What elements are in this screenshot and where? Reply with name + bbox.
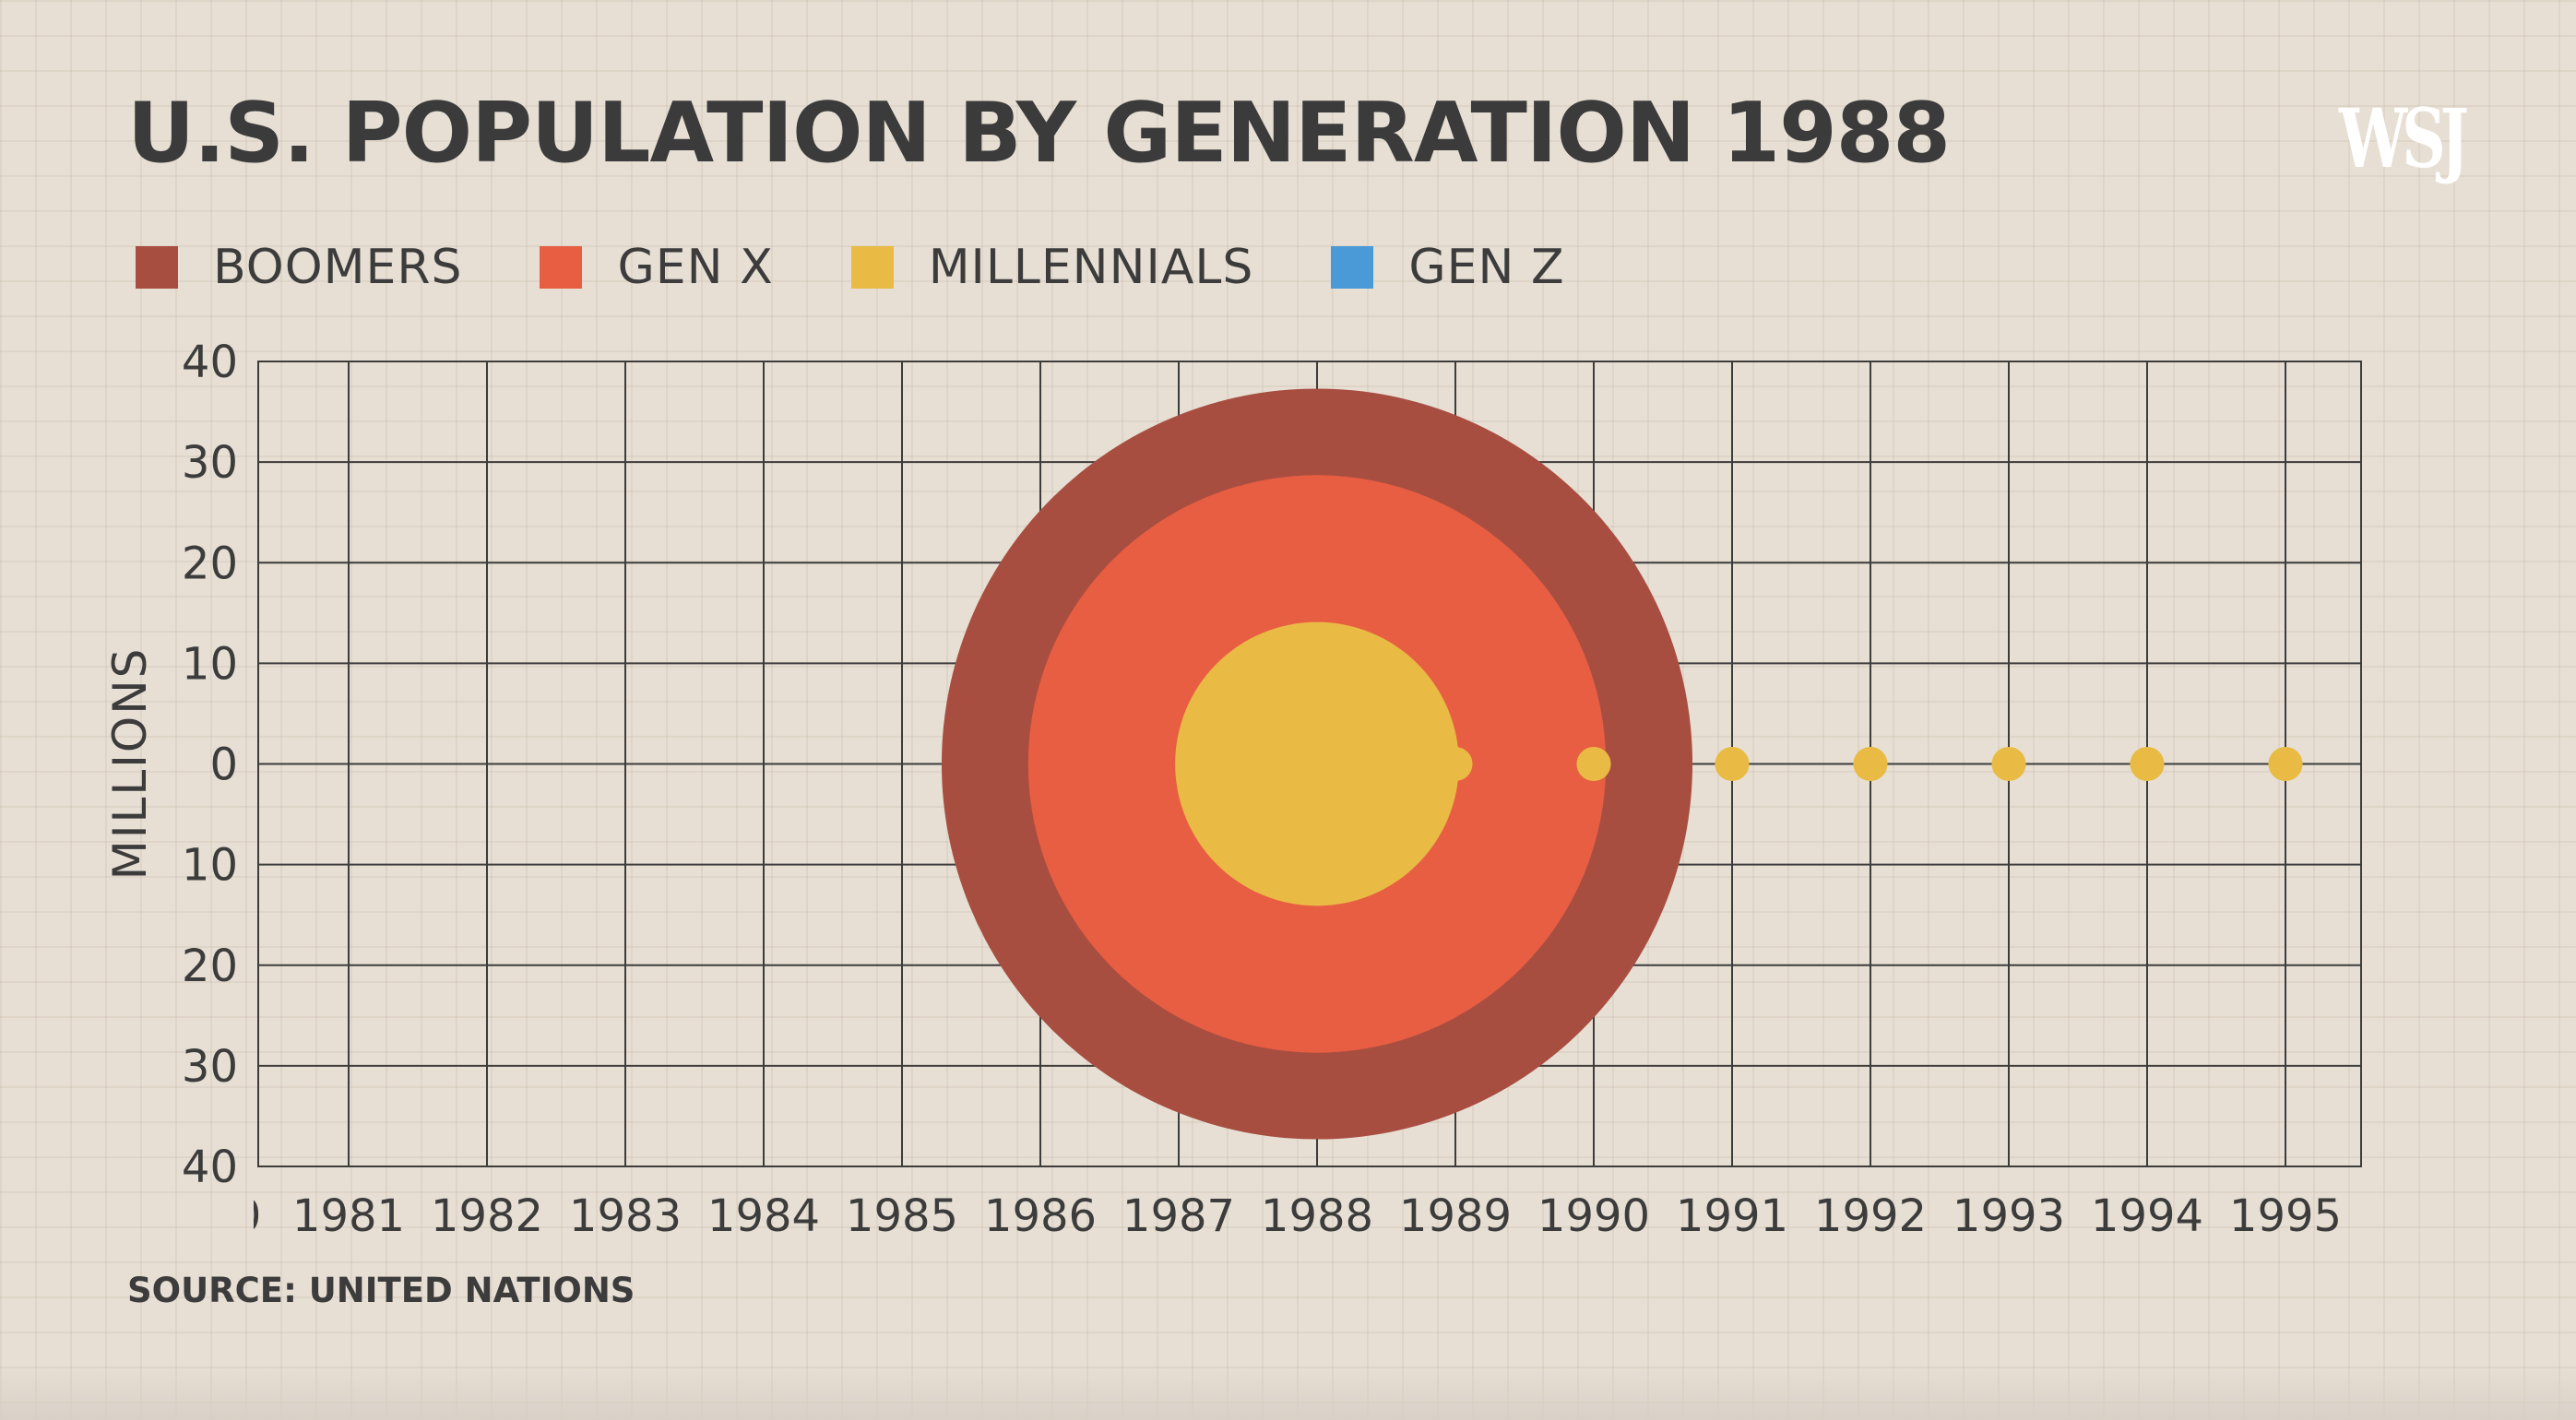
x-tick-label: 1988 bbox=[1261, 1190, 1373, 1242]
legend-item-boomers: BOOMERS bbox=[136, 240, 462, 295]
legend-swatch-gen-x bbox=[540, 246, 583, 289]
bubble-millennials-1991 bbox=[1715, 746, 1750, 782]
y-tick-label: 10 bbox=[182, 840, 238, 892]
y-tick-label: 40 bbox=[182, 1142, 238, 1193]
source-note: SOURCE: UNITED NATIONS bbox=[127, 1271, 635, 1310]
x-tick-label: 1994 bbox=[2091, 1190, 2203, 1242]
bubble-millennials-1992 bbox=[1853, 746, 1888, 782]
legend: BOOMERS GEN X MILLENNIALS GEN Z bbox=[136, 240, 1643, 295]
legend-item-gen-x: GEN X bbox=[540, 240, 773, 295]
legend-item-gen-z: GEN Z bbox=[1331, 240, 1564, 295]
x-tick-label: 1983 bbox=[569, 1190, 682, 1242]
x-tick-label: 1990 bbox=[1537, 1190, 1650, 1242]
legend-label-gen-x: GEN X bbox=[617, 240, 774, 295]
legend-swatch-gen-z bbox=[1331, 246, 1374, 289]
x-tick-label: 1984 bbox=[707, 1190, 820, 1242]
y-tick-label: 0 bbox=[209, 740, 238, 791]
bubble-millennials-1989 bbox=[1438, 746, 1473, 782]
bubble-chart: 40 30 20 10 0 10 20 30 40 0 1981 1982 1983 1984 1985 1… bbox=[103, 337, 2362, 1242]
y-tick-label: 20 bbox=[182, 941, 238, 992]
chart-title: U.S. POPULATION BY GENERATION 1988 bbox=[127, 85, 1951, 182]
legend-label-millennials: MILLENNIALS bbox=[928, 240, 1254, 295]
y-axis-label: MILLIONS bbox=[103, 647, 157, 881]
x-tick-label: 1993 bbox=[1953, 1190, 2065, 1242]
bubble-millennials-1990 bbox=[1576, 746, 1611, 782]
bubble-millennials-1994 bbox=[2130, 746, 2165, 782]
bubble-millennials-1988 bbox=[1175, 621, 1459, 906]
x-tick-label: 1995 bbox=[2229, 1190, 2342, 1242]
x-tick-label: 1981 bbox=[292, 1190, 405, 1242]
bubbles bbox=[941, 388, 2303, 1140]
x-tick-label: 1985 bbox=[846, 1190, 958, 1242]
x-tick-label: 1992 bbox=[1814, 1190, 1927, 1242]
legend-item-millennials: MILLENNIALS bbox=[850, 240, 1254, 295]
y-tick-label: 10 bbox=[182, 638, 238, 690]
legend-label-boomers: BOOMERS bbox=[213, 240, 463, 295]
bubble-millennials-1995 bbox=[2268, 746, 2303, 782]
y-tick-label: 40 bbox=[182, 337, 238, 388]
x-tick-label: 0 bbox=[233, 1190, 262, 1242]
bubble-millennials-1993 bbox=[1991, 746, 2026, 782]
y-axis-ticks: 40 30 20 10 0 10 20 30 40 bbox=[182, 337, 238, 1193]
legend-swatch-boomers bbox=[136, 246, 178, 289]
y-tick-label: 20 bbox=[182, 538, 238, 589]
legend-label-gen-z: GEN Z bbox=[1408, 240, 1565, 295]
x-tick-label: 1987 bbox=[1122, 1190, 1235, 1242]
y-tick-label: 30 bbox=[182, 437, 238, 489]
y-tick-label: 30 bbox=[182, 1041, 238, 1093]
x-tick-label: 1989 bbox=[1399, 1190, 1512, 1242]
legend-swatch-millennials bbox=[850, 246, 894, 289]
wsj-logo: WSJ bbox=[2339, 90, 2469, 186]
x-tick-label: 1986 bbox=[984, 1190, 1097, 1242]
x-tick-label: 1982 bbox=[431, 1190, 543, 1242]
x-tick-label: 1991 bbox=[1676, 1190, 1788, 1242]
bottom-shade bbox=[0, 1365, 2576, 1420]
x-axis-ticks: 0 1981 1982 1983 1984 1985 1986 1987 1988 1989 199… bbox=[233, 1190, 2342, 1242]
